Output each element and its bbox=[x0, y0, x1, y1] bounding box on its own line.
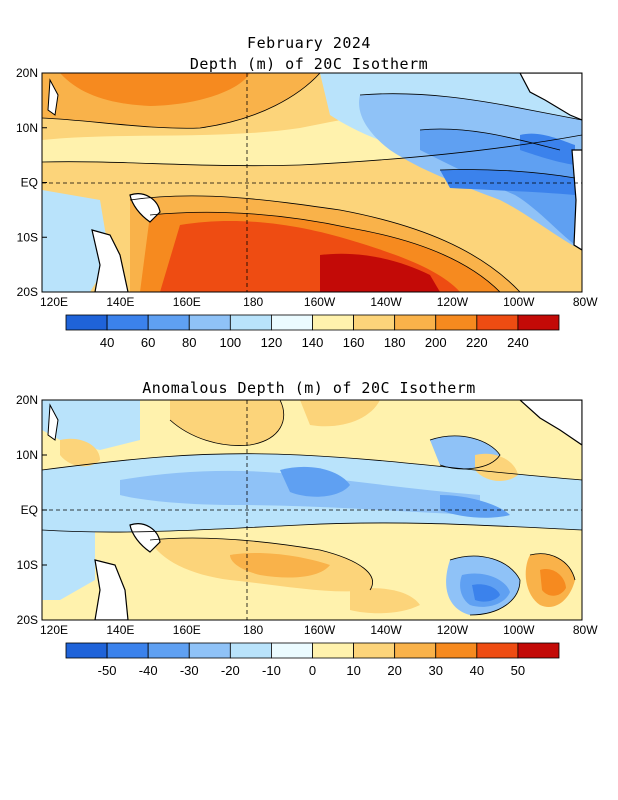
anomaly-colorbar-label: 40 bbox=[470, 663, 484, 678]
depth-colorbar-label: 100 bbox=[219, 335, 241, 350]
anomaly-lat-label: 20N bbox=[16, 393, 38, 407]
depth-colorbar-label: 60 bbox=[141, 335, 155, 350]
depth-colorbar-swatch bbox=[147, 314, 190, 331]
anomaly-lon-label: 140E bbox=[106, 623, 134, 637]
anomaly-lon-label: 160W bbox=[304, 623, 336, 637]
depth-colorbar-swatch bbox=[394, 314, 437, 331]
anomaly-colorbar: -50 -40 -30 -20 -10 0 10 20 30 40 50 bbox=[65, 642, 560, 678]
depth-lon-label: 140E bbox=[106, 295, 134, 309]
depth-lat-label: EQ bbox=[21, 176, 38, 190]
anomaly-colorbar-label: -20 bbox=[221, 663, 240, 678]
anomaly-lon-label: 80W bbox=[573, 623, 598, 637]
depth-colorbar-swatch bbox=[229, 314, 272, 331]
anomaly-lon-label: 140W bbox=[370, 623, 402, 637]
anomaly-colorbar-swatch bbox=[229, 642, 272, 659]
anomaly-colorbar-label: 30 bbox=[429, 663, 443, 678]
anomaly-colorbar-swatch bbox=[394, 642, 437, 659]
depth-colorbar-label: 220 bbox=[466, 335, 488, 350]
depth-colorbar-label: 160 bbox=[343, 335, 365, 350]
depth-lon-label: 140W bbox=[370, 295, 402, 309]
anomaly-colorbar-swatch bbox=[188, 642, 231, 659]
depth-colorbar-label: 40 bbox=[100, 335, 114, 350]
depth-colorbar-swatch bbox=[312, 314, 354, 331]
depth-lon-label: 100W bbox=[503, 295, 535, 309]
depth-colorbar: 40 60 80 100 120 140 160 180 200 220 240 bbox=[65, 314, 560, 350]
depth-colorbar-label: 240 bbox=[507, 335, 529, 350]
depth-lon-label: 120W bbox=[437, 295, 469, 309]
depth-map-panel bbox=[41, 72, 583, 293]
anomaly-colorbar-swatch bbox=[312, 642, 354, 659]
depth-colorbar-swatch bbox=[517, 314, 560, 331]
depth-colorbar-swatch bbox=[65, 314, 108, 331]
anomaly-colorbar-swatch bbox=[435, 642, 478, 659]
anomaly-lat-label: 20S bbox=[17, 613, 38, 627]
depth-colorbar-label: 120 bbox=[261, 335, 283, 350]
anomaly-colorbar-label: 20 bbox=[387, 663, 401, 678]
anomaly-lat-label: 10N bbox=[16, 448, 38, 462]
anomaly-colorbar-label: -30 bbox=[180, 663, 199, 678]
depth-colorbar-swatch bbox=[106, 314, 149, 331]
anomaly-lon-label: 160E bbox=[173, 623, 201, 637]
anomaly-colorbar-label: -50 bbox=[98, 663, 117, 678]
anomaly-lon-label: 180 bbox=[243, 623, 263, 637]
depth-lon-label: 120E bbox=[40, 295, 68, 309]
anomaly-lon-label: 120W bbox=[437, 623, 469, 637]
anomaly-map-panel bbox=[41, 399, 583, 621]
map-title-date: February 2024 bbox=[247, 34, 371, 52]
depth-colorbar-swatch bbox=[476, 314, 519, 331]
depth-lon-label: 80W bbox=[573, 295, 598, 309]
anomaly-colorbar-label: 0 bbox=[309, 663, 316, 678]
depth-lat-label: 10N bbox=[16, 121, 38, 135]
anomaly-lon-label: 120E bbox=[40, 623, 68, 637]
depth-colorbar-label: 180 bbox=[384, 335, 406, 350]
depth-lon-label: 180 bbox=[243, 295, 263, 309]
anomaly-lat-label: 10S bbox=[17, 558, 38, 572]
map-title-top: Depth (m) of 20C Isotherm bbox=[189, 55, 429, 73]
anomaly-colorbar-swatch bbox=[353, 642, 396, 659]
anomaly-colorbar-label: 50 bbox=[511, 663, 525, 678]
depth-lon-label: 160W bbox=[304, 295, 336, 309]
depth-colorbar-swatch bbox=[353, 314, 396, 331]
depth-lon-label: 160E bbox=[173, 295, 201, 309]
depth-lat-label: 20S bbox=[17, 285, 38, 299]
anomaly-lon-label: 100W bbox=[503, 623, 535, 637]
anomaly-colorbar-swatch bbox=[147, 642, 190, 659]
depth-lat-label: 20N bbox=[16, 66, 38, 80]
anomaly-colorbar-label: -40 bbox=[139, 663, 158, 678]
anomaly-colorbar-swatch bbox=[65, 642, 108, 659]
map-title-bottom: Anomalous Depth (m) of 20C Isotherm bbox=[142, 379, 476, 397]
anomaly-colorbar-swatch bbox=[476, 642, 519, 659]
depth-colorbar-swatch bbox=[435, 314, 478, 331]
depth-colorbar-label: 80 bbox=[182, 335, 196, 350]
depth-colorbar-label: 140 bbox=[302, 335, 324, 350]
anomaly-colorbar-swatch bbox=[271, 642, 313, 659]
anomaly-colorbar-label: -10 bbox=[262, 663, 281, 678]
depth-lat-label: 10S bbox=[17, 230, 38, 244]
anomaly-colorbar-swatch bbox=[517, 642, 560, 659]
depth-colorbar-swatch bbox=[188, 314, 231, 331]
anomaly-lat-label: EQ bbox=[21, 503, 38, 517]
anomaly-colorbar-label: 10 bbox=[346, 663, 360, 678]
depth-colorbar-swatch bbox=[271, 314, 313, 331]
depth-colorbar-label: 200 bbox=[425, 335, 447, 350]
anomaly-colorbar-swatch bbox=[106, 642, 149, 659]
